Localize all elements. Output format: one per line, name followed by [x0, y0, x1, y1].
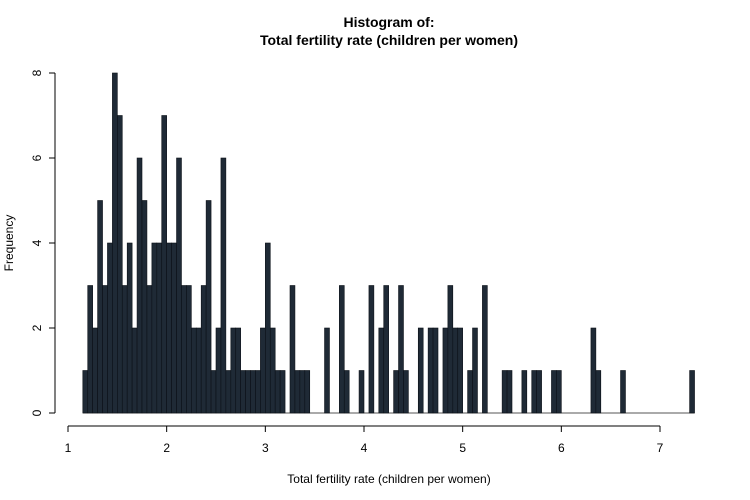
y-axis-label: Frequency	[2, 215, 16, 272]
histogram-bar	[87, 285, 93, 414]
histogram-bar	[136, 157, 143, 414]
histogram-bar	[556, 370, 562, 414]
histogram-bar	[472, 327, 478, 414]
histogram-bar	[141, 200, 148, 414]
histogram-bar	[240, 370, 246, 414]
x-tick-label: 2	[163, 441, 170, 455]
histogram-bar	[215, 327, 222, 414]
histogram-bar	[274, 370, 281, 414]
x-tick-label: 7	[657, 441, 664, 455]
histogram-bar	[269, 327, 276, 414]
histogram-bar	[393, 370, 399, 414]
histogram-bar	[181, 285, 187, 414]
histogram-bar	[166, 242, 172, 414]
histogram-bar	[506, 370, 513, 414]
histogram-bar	[121, 285, 128, 414]
histogram-bar	[304, 370, 311, 414]
histogram-bar	[230, 327, 237, 414]
histogram-bar	[403, 370, 409, 414]
histogram-bar	[521, 370, 528, 414]
histogram-bar	[339, 285, 345, 414]
histogram-bar	[427, 327, 434, 414]
x-tick-label: 1	[65, 441, 72, 455]
histogram-bar	[294, 370, 301, 414]
histogram-bar	[689, 370, 695, 414]
histogram-bar	[358, 370, 365, 414]
histogram-bar	[191, 327, 197, 414]
histogram-bar	[324, 327, 330, 414]
histogram-bar	[146, 285, 153, 414]
histogram-bar	[343, 370, 350, 414]
histogram-bar	[107, 242, 113, 414]
histogram-bar	[151, 242, 158, 414]
histogram-bar	[255, 370, 261, 414]
histogram-bar	[205, 200, 212, 414]
histogram-bar	[590, 327, 597, 414]
histogram-bar	[447, 285, 454, 414]
histogram-bar	[452, 327, 459, 414]
histogram-bar	[200, 285, 207, 414]
histogram-bar	[442, 327, 449, 414]
histogram-bar	[245, 370, 251, 414]
histogram-bar	[398, 285, 404, 414]
y-tick-label: 6	[30, 154, 44, 161]
histogram-bar	[501, 370, 508, 414]
y-axis: 0 2 4 6 8	[30, 69, 56, 416]
histogram-bar	[417, 327, 424, 414]
x-tick-label: 3	[262, 441, 269, 455]
histogram-bar	[117, 115, 123, 414]
histogram-bar	[289, 285, 296, 414]
x-tick-label: 5	[459, 441, 466, 455]
histogram-bar	[102, 285, 108, 414]
histogram-bar	[279, 370, 286, 414]
y-tick-label: 8	[30, 69, 44, 76]
x-tick-label: 6	[558, 441, 565, 455]
x-tick-label: 4	[361, 441, 368, 455]
histogram-bar	[299, 370, 306, 414]
histogram-bar	[250, 370, 256, 414]
histogram-bar	[131, 327, 138, 414]
y-tick-label: 4	[30, 239, 44, 246]
histogram-bar	[467, 370, 473, 414]
y-tick-label: 2	[30, 324, 44, 331]
histogram-bar	[482, 285, 488, 414]
histogram-bar	[531, 370, 537, 414]
bars-group	[82, 72, 695, 414]
histogram-bar	[383, 285, 389, 414]
histogram-bar	[432, 327, 439, 414]
histogram-bar	[595, 370, 602, 414]
histogram-bar	[92, 327, 98, 414]
histogram-bar	[378, 327, 385, 414]
histogram-bar	[551, 370, 557, 414]
histogram-bar	[235, 327, 241, 414]
histogram-bar	[457, 327, 463, 414]
x-axis-label: Total fertility rate (children per women…	[287, 472, 490, 486]
histogram-bar	[171, 242, 177, 414]
histogram-bar	[195, 327, 202, 414]
chart-subtitle: Total fertility rate (children per women…	[260, 32, 518, 48]
histogram-bar	[220, 157, 227, 414]
histogram-bar	[156, 242, 163, 414]
histogram-bar	[97, 200, 103, 414]
x-axis: 1 2 3 4 5 6 7	[65, 425, 664, 455]
y-tick-label: 0	[30, 409, 44, 416]
histogram-bar	[112, 72, 118, 414]
histogram-bar	[260, 327, 266, 414]
histogram-bar	[368, 285, 375, 414]
histogram-bar	[225, 370, 232, 414]
histogram-bar	[176, 157, 182, 414]
chart-title: Histogram of:	[344, 14, 435, 30]
histogram-bar	[161, 115, 167, 414]
histogram-bar	[186, 285, 192, 414]
histogram-bar	[536, 370, 542, 414]
histogram-bar	[620, 370, 626, 414]
histogram-bar	[82, 370, 89, 414]
histogram-bar	[265, 242, 271, 414]
histogram-bar	[210, 370, 217, 414]
histogram-bar	[126, 242, 133, 414]
